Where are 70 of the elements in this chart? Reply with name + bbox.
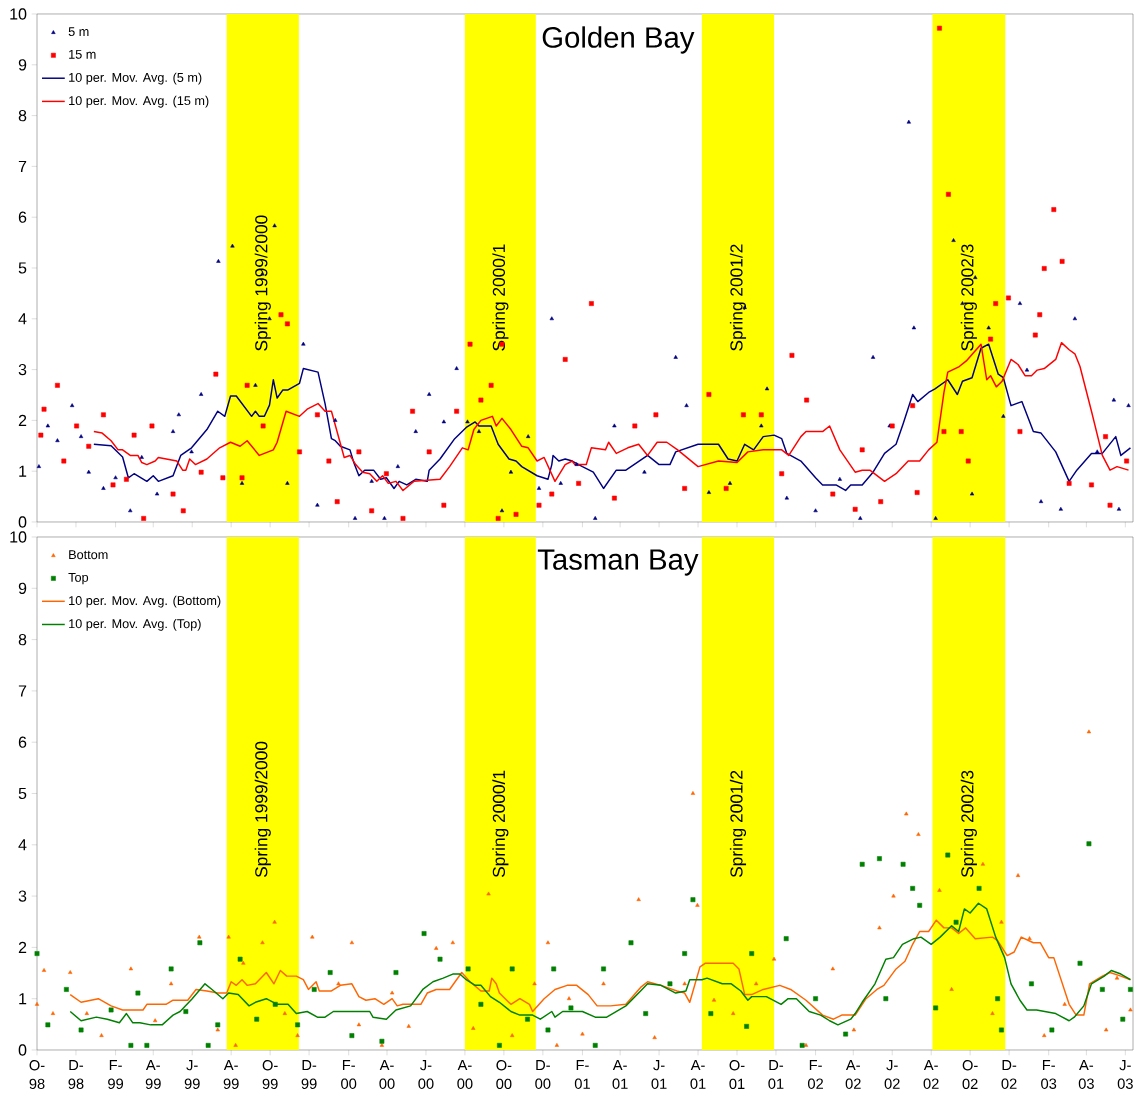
- y-tick-label: 1: [19, 465, 27, 477]
- x-tick-label: F- 03: [1041, 1060, 1057, 1089]
- x-tick-label: J- 01: [651, 1060, 667, 1089]
- x-tick-label: J- 00: [418, 1060, 434, 1089]
- y-tick-label: 0: [18, 1044, 27, 1056]
- x-tick-label: A- 99: [223, 1060, 239, 1089]
- legend-label: Bottom: [69, 550, 108, 560]
- y-tick-label: 2: [18, 414, 27, 426]
- y-tick-label: 5: [18, 787, 27, 800]
- y-tick-label: 8: [18, 109, 27, 122]
- x-tick-label: F- 01: [574, 1060, 590, 1089]
- x-tick-label: D- 01: [768, 1060, 784, 1089]
- band-label: Spring 2001/2: [729, 244, 747, 351]
- x-tick-label: A- 01: [690, 1060, 706, 1089]
- y-tick-label: 3: [18, 890, 27, 902]
- band-label: Spring 2001/2: [729, 770, 747, 878]
- x-tick-label: A- 01: [612, 1060, 628, 1089]
- legend-label: 10 per. Mov. Avg. (Bottom): [69, 595, 221, 608]
- legend-label: 5 m: [68, 27, 89, 37]
- x-tick-label: A- 00: [379, 1060, 395, 1089]
- y-tick-label: 10: [10, 531, 27, 543]
- y-tick-label: 9: [18, 582, 27, 594]
- legend-label: Top: [68, 572, 89, 585]
- x-tick-label: A- 02: [923, 1060, 939, 1089]
- chart-title: Tasman Bay: [537, 549, 699, 576]
- y-tick-label: 7: [18, 160, 27, 172]
- y-tick-label: 10: [10, 8, 27, 20]
- y-tick-label: 1: [19, 993, 27, 1005]
- band-label: Spring 1999/2000: [254, 215, 271, 351]
- x-tick-label: A- 99: [145, 1060, 161, 1089]
- legend-label: 15 m: [69, 49, 96, 59]
- x-tick-label: A- 03: [1078, 1060, 1094, 1089]
- y-tick-label: 0: [18, 516, 27, 528]
- band-label: Spring 2002/3: [960, 244, 977, 351]
- x-tick-label: D- 98: [68, 1060, 84, 1089]
- x-tick-label: J- 02: [884, 1060, 900, 1089]
- x-tick-label: J- 03: [1117, 1060, 1133, 1089]
- x-tick-label: O- 02: [962, 1060, 978, 1090]
- x-tick-label: O- 99: [262, 1060, 278, 1090]
- y-tick-label: 2: [18, 941, 27, 953]
- x-tick-label: F- 99: [108, 1060, 124, 1089]
- y-tick-label: 4: [18, 839, 27, 851]
- x-tick-label: J- 99: [184, 1060, 200, 1089]
- y-tick-label: 6: [18, 211, 27, 223]
- y-tick-label: 8: [18, 633, 27, 646]
- y-tick-label: 9: [18, 59, 27, 71]
- x-tick-label: A- 00: [457, 1060, 473, 1089]
- y-tick-label: 5: [18, 262, 27, 274]
- line-series: [69, 902, 1132, 1026]
- band-label: Spring 2002/3: [960, 770, 977, 878]
- x-tick-label: D- 99: [301, 1060, 317, 1089]
- y-tick-label: 6: [18, 736, 27, 748]
- band-label: Spring 2000/1: [492, 770, 509, 878]
- y-tick-label: 3: [18, 363, 27, 376]
- x-tick-label: O- 01: [729, 1060, 745, 1090]
- legend-label: 10 per. Mov. Avg. (15 m): [69, 95, 209, 108]
- y-tick-label: 4: [18, 313, 27, 325]
- x-tick-label: D- 02: [1001, 1060, 1017, 1089]
- legend-label: 10 per. Mov. Avg. (Top): [69, 618, 201, 631]
- chart-title: Golden Bay: [542, 26, 695, 54]
- x-tick-label: A- 02: [845, 1060, 861, 1089]
- x-tick-label: O- 00: [496, 1060, 512, 1090]
- x-tick-label: F- 02: [807, 1060, 823, 1089]
- band-label: Spring 2000/1: [492, 244, 509, 351]
- y-tick-label: 7: [18, 685, 27, 697]
- x-tick-label: O- 98: [29, 1060, 45, 1090]
- x-tick-label: D- 00: [535, 1060, 551, 1089]
- x-tick-label: F- 00: [341, 1060, 357, 1089]
- band-label: Spring 1999/2000: [254, 741, 271, 878]
- legend-label: 10 per. Mov. Avg. (5 m): [69, 72, 202, 85]
